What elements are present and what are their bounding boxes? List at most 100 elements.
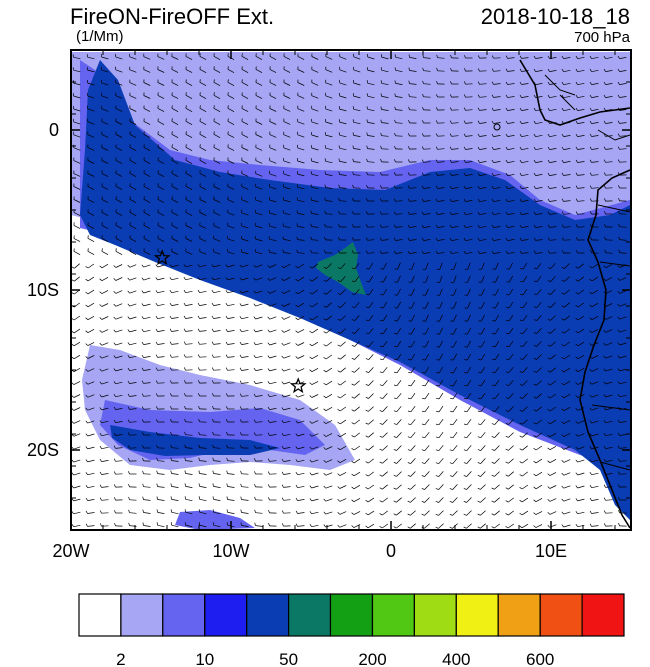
colorbar-swatch — [78, 593, 122, 637]
wind-barb — [255, 525, 263, 527]
wind-barb — [87, 446, 95, 450]
wind-barb-flag — [295, 291, 299, 295]
plot-datetime: 2018-10-18_18 — [480, 4, 630, 29]
wind-barb — [157, 512, 165, 514]
wind-barb-flag — [113, 303, 117, 307]
wind-barb — [339, 108, 347, 112]
wind-barb — [269, 434, 277, 436]
wind-barb-flag — [561, 434, 565, 437]
wind-barb-flag — [477, 237, 480, 241]
wind-barb — [297, 56, 305, 60]
wind-barb-flag — [282, 210, 284, 214]
wind-barb — [269, 303, 277, 307]
wind-barb — [507, 252, 515, 254]
wind-barb — [199, 159, 207, 165]
wind-barb — [227, 107, 235, 113]
wind-barb — [535, 484, 543, 490]
wind-barb — [479, 212, 487, 216]
wind-barb — [452, 418, 458, 426]
wind-barb-flag — [351, 499, 355, 502]
wind-barb-flag — [505, 500, 509, 503]
wind-barb — [494, 301, 500, 309]
wind-barb-flag — [72, 67, 74, 71]
wind-barb-flag — [213, 79, 215, 83]
wind-barb — [563, 380, 571, 386]
wind-barb — [185, 511, 193, 515]
wind-barb-flag — [198, 405, 200, 410]
wind-barb-flag — [295, 510, 298, 514]
wind-barb — [255, 225, 263, 229]
wind-barb — [396, 432, 402, 438]
wind-barb-flag — [492, 358, 496, 361]
wind-barb — [451, 213, 459, 215]
wind-barb-flag — [463, 107, 466, 111]
wind-barb-flag — [129, 209, 131, 213]
wind-barb — [283, 290, 291, 294]
wind-barb-flag — [547, 198, 550, 202]
wind-barb — [255, 134, 263, 138]
wind-barb-flag — [379, 435, 383, 438]
wind-barb-flag — [505, 237, 508, 241]
wind-barb — [425, 262, 429, 270]
wind-barb-flag — [603, 146, 606, 150]
wind-barb — [479, 238, 487, 242]
wind-barb — [452, 366, 458, 374]
wind-barb — [521, 213, 529, 215]
wind-barb — [424, 445, 430, 451]
wind-barb — [383, 262, 387, 270]
wind-barb — [115, 185, 123, 191]
colorbar-label: 50 — [279, 650, 298, 667]
wind-barb-flag — [505, 358, 510, 361]
wind-barb-flag — [115, 235, 117, 239]
wind-barb-flag — [114, 497, 116, 501]
wind-barb-flag — [561, 447, 565, 450]
wind-barb — [409, 226, 417, 228]
wind-barb — [396, 497, 402, 503]
wind-barb-flag — [239, 277, 242, 281]
wind-barb — [101, 69, 109, 73]
wind-barb-flag — [505, 120, 508, 124]
wind-barb — [241, 94, 249, 100]
wind-barb-flag — [603, 265, 607, 268]
wind-barb-flag — [393, 384, 397, 387]
wind-barb — [549, 511, 557, 515]
wind-barb — [453, 301, 457, 309]
wind-barb — [87, 381, 95, 385]
wind-barb-flag — [435, 488, 439, 490]
wind-barb-flag — [337, 280, 341, 282]
wind-barb-flag — [463, 449, 467, 452]
wind-barb — [354, 380, 360, 386]
wind-barb-flag — [239, 380, 242, 384]
wind-barb-flag — [324, 249, 326, 254]
wind-barb — [495, 275, 499, 283]
wind-barb-flag — [617, 445, 620, 449]
wind-barb-flag — [617, 94, 620, 98]
wind-barb — [536, 367, 542, 373]
wind-barb-flag — [169, 367, 172, 371]
wind-barb — [395, 83, 403, 85]
wind-barb-flag — [575, 94, 578, 98]
wind-barb-flag — [99, 291, 103, 294]
wind-barb-flag — [365, 319, 369, 322]
wind-barb — [213, 133, 221, 139]
wind-barb-flag — [337, 370, 341, 373]
wind-barb — [325, 95, 333, 99]
wind-barb — [563, 174, 571, 176]
wind-barb — [269, 108, 277, 112]
wind-barb — [199, 107, 207, 113]
wind-barb — [605, 316, 613, 320]
wind-barb — [255, 369, 263, 371]
wind-barb — [311, 173, 319, 177]
wind-barb — [311, 433, 319, 437]
wind-barb-flag — [309, 343, 313, 347]
wind-barb — [325, 420, 333, 424]
wind-barb-flag — [338, 158, 340, 162]
wind-barb-flag — [505, 422, 509, 425]
wind-barb — [171, 159, 179, 165]
wind-barb-flag — [421, 423, 425, 426]
wind-barb-flag — [183, 302, 186, 306]
wind-barb — [185, 81, 193, 87]
wind-barb-flag — [589, 278, 593, 282]
wind-barb — [199, 447, 207, 449]
wind-barb-flag — [505, 198, 508, 202]
